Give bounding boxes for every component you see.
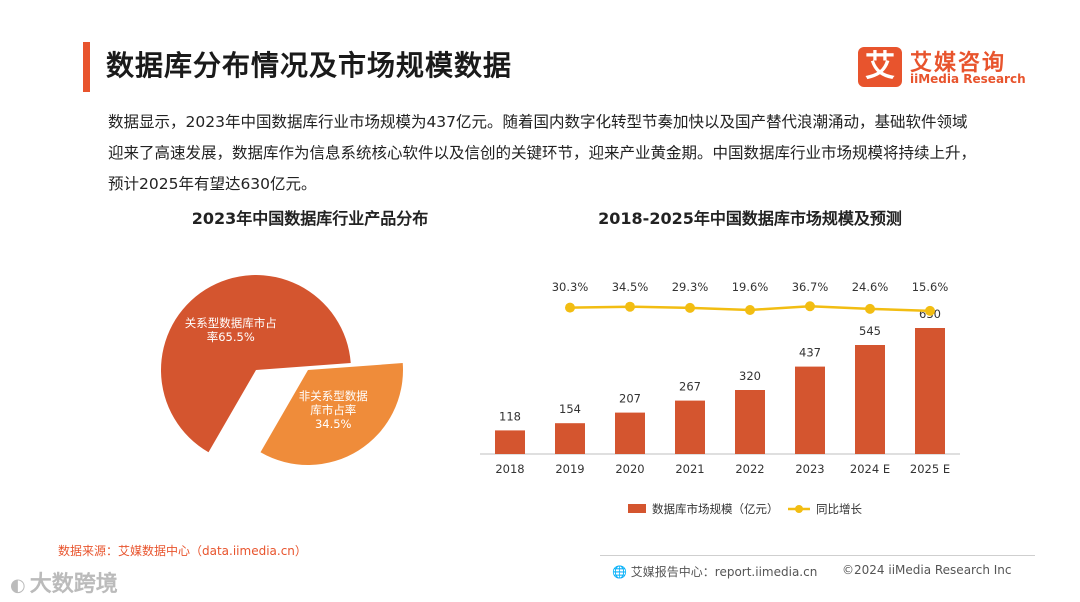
x-tick-label: 2022 xyxy=(735,462,764,476)
growth-point xyxy=(685,302,695,313)
pie-slice-label: 关系型数据库市占 xyxy=(185,316,277,330)
footer-divider xyxy=(600,555,1035,556)
bar-chart-title: 2018-2025年中国数据库市场规模及预测 xyxy=(598,209,902,228)
x-tick-label: 2020 xyxy=(615,462,644,476)
watermark: ◐ 大数跨境 xyxy=(10,566,118,598)
bar-value-label: 545 xyxy=(859,324,881,338)
legend-bar-swatch xyxy=(628,504,646,513)
pie-slice-label: 34.5% xyxy=(315,417,352,431)
growth-label: 19.6% xyxy=(732,280,769,294)
bar xyxy=(495,430,525,454)
intro-paragraph: 数据显示，2023年中国数据库行业市场规模为437亿元。随着国内数字化转型节奏加… xyxy=(108,113,977,193)
bar xyxy=(735,390,765,454)
growth-label: 29.3% xyxy=(672,280,709,294)
growth-point xyxy=(625,301,635,312)
bar-value-label: 118 xyxy=(499,409,521,423)
page-title: 数据库分布情况及市场规模数据 xyxy=(106,49,513,82)
bar-line-chart: 118 2018 154 2019 207 2020 267 2021 320 2022 437 20… xyxy=(480,280,960,516)
x-tick-label: 2023 xyxy=(795,462,824,476)
bar-value-label: 267 xyxy=(679,380,701,394)
x-tick-label: 2019 xyxy=(555,462,584,476)
growth-point xyxy=(805,301,815,312)
report-center-text: 艾媒报告中心：report.iimedia.cn xyxy=(630,565,818,579)
growth-label: 36.7% xyxy=(792,280,829,294)
pie-slice-label: 非关系型数据 xyxy=(299,389,368,403)
pie-slice-label: 率65.5% xyxy=(207,330,255,344)
x-tick-label: 2024 E xyxy=(850,462,890,476)
bar-value-label: 207 xyxy=(619,392,641,406)
x-tick-label: 2018 xyxy=(495,462,524,476)
footer-report-center: 🌐 艾媒报告中心：report.iimedia.cn xyxy=(612,563,817,580)
pie-slice xyxy=(260,363,403,466)
legend-line-label: 同比增长 xyxy=(816,502,862,516)
logo-english-name: iiMedia Research xyxy=(910,72,1026,86)
pie-slice xyxy=(161,275,351,453)
bar-value-label: 154 xyxy=(559,402,581,416)
growth-label: 15.6% xyxy=(912,280,949,294)
growth-point xyxy=(865,303,875,314)
x-tick-label: 2021 xyxy=(675,462,704,476)
pie-chart-title: 2023年中国数据库行业产品分布 xyxy=(191,209,429,228)
bar xyxy=(675,400,705,454)
growth-label: 30.3% xyxy=(552,280,589,294)
watermark-logo-icon: ◐ xyxy=(10,575,26,596)
bar-value-label: 320 xyxy=(739,369,761,383)
bar xyxy=(855,345,885,454)
brand-logo: 艾 艾媒咨询 iiMedia Research xyxy=(858,45,1028,90)
bar xyxy=(915,328,945,454)
bar xyxy=(615,412,645,454)
growth-point xyxy=(745,304,755,315)
title-accent-bar xyxy=(83,42,90,92)
legend-line-marker xyxy=(795,505,803,513)
bar xyxy=(795,366,825,454)
logo-mark-icon: 艾 xyxy=(858,47,902,87)
globe-icon: 🌐 xyxy=(612,565,627,579)
x-tick-label: 2025 E xyxy=(910,462,950,476)
bar xyxy=(555,423,585,454)
pie-slice-label: 库市占率 xyxy=(310,403,356,417)
bar-value-label: 437 xyxy=(799,346,821,360)
watermark-text: 大数跨境 xyxy=(29,572,118,597)
growth-label: 24.6% xyxy=(852,280,889,294)
logo-chinese-name: 艾媒咨询 xyxy=(910,51,1007,76)
footer-copyright: ©2024 iiMedia Research Inc xyxy=(842,563,1012,577)
growth-label: 34.5% xyxy=(612,280,649,294)
data-source-note: 数据来源：艾媒数据中心（data.iimedia.cn） xyxy=(58,544,307,558)
legend-bar-label: 数据库市场规模（亿元） xyxy=(652,502,779,516)
growth-point xyxy=(565,302,575,313)
growth-point xyxy=(925,305,935,316)
